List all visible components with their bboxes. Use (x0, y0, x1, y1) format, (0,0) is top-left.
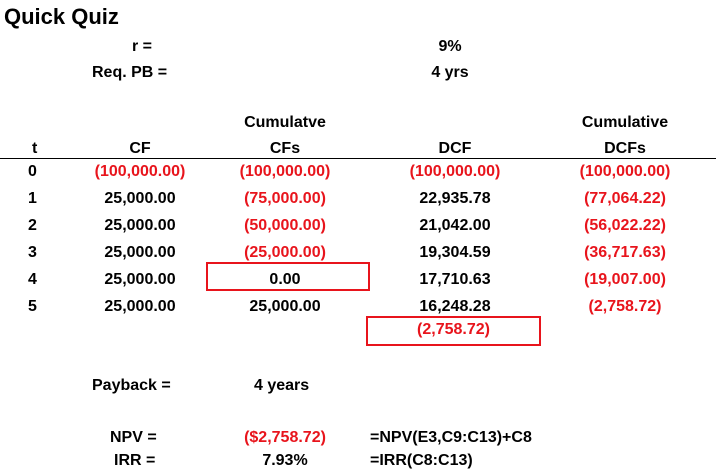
table-row: 1 25,000.00 (75,000.00) 22,935.78 (77,064.22… (0, 190, 716, 218)
cell-cumulative-cf: 0.00 (269, 271, 301, 288)
page-title: Quick Quiz (4, 4, 119, 29)
cell-cumulative-cf: (75,000.00) (244, 190, 326, 207)
header-cf: CF (129, 140, 151, 157)
table-row: 2 25,000.00 (50,000.00) 21,042.00 (56,022.22… (0, 217, 716, 245)
cell-t: 1 (28, 190, 37, 207)
cell-dcf: 22,935.78 (419, 190, 491, 207)
cell-dcf: 21,042.00 (419, 217, 491, 234)
cell-dcf: 17,710.63 (419, 271, 491, 288)
rate-value: 9% (438, 38, 462, 55)
required-payback-label: Req. PB = (92, 64, 168, 81)
table-row: 3 25,000.00 (25,000.00) 19,304.59 (36,717.63… (0, 244, 716, 272)
cell-dcf: (100,000.00) (409, 163, 501, 180)
cell-cumulative-cf: (100,000.00) (239, 163, 331, 180)
payback-highlight-box (206, 262, 370, 291)
header-cumulative-dcfs-line1: Cumulative (581, 114, 669, 131)
irr-formula: =IRR(C8:C13) (370, 452, 473, 469)
cell-t: 0 (28, 163, 37, 180)
cell-cf: 25,000.00 (104, 190, 176, 207)
cell-cumulative-dcf: (36,717.63) (584, 244, 666, 261)
cell-dcf: 19,304.59 (419, 244, 491, 261)
header-cumulative-dcfs-line2: DCFs (604, 140, 646, 157)
cell-t: 4 (28, 271, 37, 288)
rate-label: r = (131, 38, 152, 55)
cell-cumulative-dcf: (2,758.72) (588, 298, 662, 315)
npv-label: NPV = (110, 429, 157, 446)
payback-value: 4 years (254, 377, 310, 394)
dcf-total: (2,758.72) (417, 321, 490, 338)
cell-cumulative-dcf: (77,064.22) (584, 190, 666, 207)
cell-cf: 25,000.00 (104, 244, 176, 261)
header-divider (0, 158, 716, 159)
table-row: 5 25,000.00 25,000.00 16,248.28 (2,758.72) (0, 298, 716, 326)
cell-cf: 25,000.00 (104, 298, 176, 315)
header-cumulative-cfs-line2: CFs (269, 140, 301, 157)
cell-cumulative-cf: (50,000.00) (244, 217, 326, 234)
cell-cf: (100,000.00) (94, 163, 186, 180)
header-cumulative-cfs-line1: Cumulatve (244, 114, 326, 131)
cell-cf: 25,000.00 (104, 271, 176, 288)
irr-label: IRR = (114, 452, 156, 469)
cell-cumulative-dcf: (19,007.00) (584, 271, 666, 288)
payback-label: Payback = (92, 377, 171, 394)
cell-cumulative-cf: (25,000.00) (244, 244, 326, 261)
npv-value: ($2,758.72) (244, 429, 326, 446)
cell-cumulative-dcf: (56,022.22) (584, 217, 666, 234)
irr-value: 7.93% (262, 452, 308, 469)
table-row: 4 25,000.00 0.00 17,710.63 (19,007.00) (0, 271, 716, 299)
cell-t: 5 (28, 298, 37, 315)
cell-cf: 25,000.00 (104, 217, 176, 234)
npv-highlight-box (366, 316, 541, 346)
cell-t: 2 (28, 217, 37, 234)
cell-t: 3 (28, 244, 37, 261)
cell-cumulative-dcf: (100,000.00) (579, 163, 671, 180)
header-t: t (32, 140, 38, 157)
npv-formula: =NPV(E3,C9:C13)+C8 (370, 429, 532, 446)
cell-dcf: 16,248.28 (419, 298, 491, 315)
table-row: 0 (100,000.00) (100,000.00) (100,000.00) (10… (0, 163, 716, 191)
header-dcf: DCF (438, 140, 472, 157)
cell-cumulative-cf: 25,000.00 (249, 298, 321, 315)
required-payback-value: 4 yrs (431, 64, 469, 81)
